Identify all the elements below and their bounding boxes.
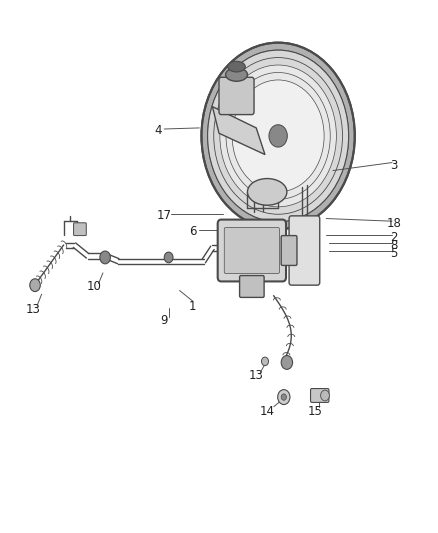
Text: 4: 4	[154, 124, 162, 137]
FancyBboxPatch shape	[311, 389, 329, 402]
Text: 13: 13	[249, 369, 264, 382]
Polygon shape	[212, 107, 265, 155]
Ellipse shape	[247, 179, 287, 205]
Text: 8: 8	[391, 239, 398, 252]
FancyBboxPatch shape	[219, 77, 254, 115]
Circle shape	[164, 252, 173, 263]
Text: 14: 14	[260, 405, 275, 418]
Text: 9: 9	[160, 314, 168, 327]
FancyBboxPatch shape	[224, 228, 279, 273]
Text: 18: 18	[387, 217, 402, 230]
Text: 17: 17	[157, 209, 172, 222]
Ellipse shape	[201, 43, 355, 229]
FancyBboxPatch shape	[240, 276, 264, 297]
Circle shape	[269, 125, 287, 147]
FancyBboxPatch shape	[218, 220, 286, 281]
Ellipse shape	[208, 50, 349, 222]
Text: 10: 10	[87, 280, 102, 293]
Text: 1: 1	[189, 300, 197, 313]
Ellipse shape	[220, 65, 336, 207]
Ellipse shape	[228, 61, 245, 72]
Text: 5: 5	[391, 247, 398, 260]
Text: 15: 15	[308, 405, 323, 418]
Circle shape	[261, 357, 268, 366]
Circle shape	[278, 390, 290, 405]
Circle shape	[281, 394, 286, 400]
Text: 2: 2	[390, 231, 398, 244]
FancyBboxPatch shape	[281, 236, 297, 265]
FancyBboxPatch shape	[74, 223, 86, 236]
Text: 13: 13	[25, 303, 40, 316]
FancyBboxPatch shape	[289, 216, 320, 285]
Circle shape	[321, 390, 329, 401]
Text: 6: 6	[189, 225, 197, 238]
Circle shape	[100, 251, 110, 264]
Text: 3: 3	[391, 159, 398, 172]
Ellipse shape	[226, 68, 247, 82]
Circle shape	[281, 356, 293, 369]
Circle shape	[30, 279, 40, 292]
Ellipse shape	[232, 80, 324, 192]
